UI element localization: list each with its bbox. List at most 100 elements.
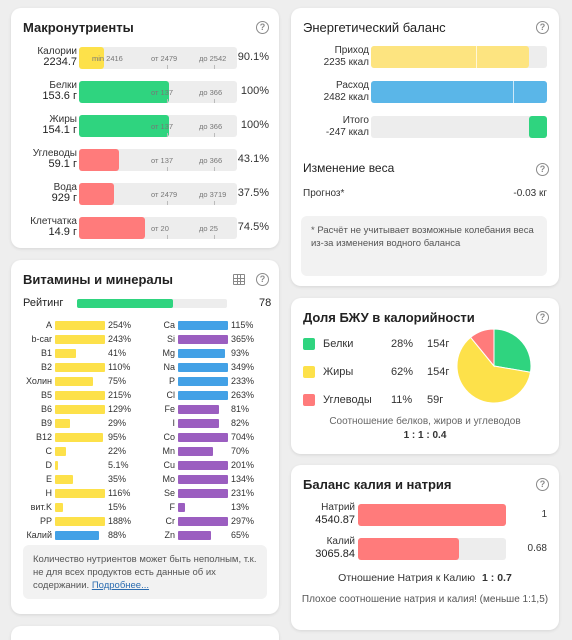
macro-tick bbox=[214, 201, 215, 205]
potassium-ratio: 0.68 bbox=[527, 543, 547, 554]
income-bar-track bbox=[371, 46, 547, 68]
macro-percent: 43.1% bbox=[237, 153, 269, 165]
macronutrients-title: Макронутриенты bbox=[23, 20, 134, 35]
macro-label: Белки 153.6 г bbox=[21, 80, 77, 102]
macro-bar bbox=[79, 183, 114, 205]
bju-ratio-value: 1 : 1 : 0.4 bbox=[403, 430, 447, 441]
macro-percent: 74.5% bbox=[237, 221, 269, 233]
potassium-label-block: Калий 3065.84 bbox=[283, 536, 355, 560]
vitamin-row: A 254% bbox=[11, 320, 279, 331]
vitamin-percent: 233% bbox=[231, 376, 255, 386]
macro-bar-track: от 137 до 366 bbox=[79, 115, 237, 137]
vitamin-percent: 70% bbox=[231, 446, 250, 456]
vitamin-bar bbox=[178, 377, 228, 386]
pie-slice-protein bbox=[493, 328, 532, 373]
help-icon[interactable]: ? bbox=[256, 21, 269, 34]
vitamin-bar bbox=[178, 363, 228, 372]
vitamin-row: Cu 201% bbox=[11, 460, 279, 471]
vitamin-row: PP 188% bbox=[11, 516, 279, 527]
vitamins-note-text: Количество нутриентов может быть неполны… bbox=[33, 554, 257, 591]
macro-hint-to: до 366 bbox=[199, 156, 223, 165]
relation-label: Отношение Натрия к Калию bbox=[338, 572, 476, 584]
macro-amount: 2234.7 bbox=[43, 56, 77, 68]
macro-bar-track: min 2416 от 2479 до 2542 bbox=[79, 47, 237, 69]
vitamin-name: E bbox=[45, 474, 52, 484]
total-value: -247 ккал bbox=[325, 127, 369, 138]
macro-hint-min: min 2416 bbox=[92, 54, 123, 63]
bju-grams: 154г bbox=[427, 338, 450, 350]
macro-tick bbox=[214, 167, 215, 171]
weight-change-title: Изменение веса bbox=[303, 161, 395, 175]
sodium-bar-track bbox=[358, 504, 506, 526]
vitamin-bar bbox=[178, 503, 185, 512]
bju-ratio-text: Соотношение белков, жиров и углеводов bbox=[329, 416, 521, 427]
macro-tick bbox=[167, 99, 168, 103]
expense-bar bbox=[371, 81, 547, 103]
macro-bar bbox=[79, 81, 170, 103]
vitamin-name: Zn bbox=[164, 530, 175, 540]
vitamin-bar bbox=[178, 475, 228, 484]
expense-bar-track bbox=[371, 81, 547, 103]
legend-color-swatch bbox=[303, 366, 315, 378]
help-icon[interactable]: ? bbox=[536, 311, 549, 324]
income-bar-divider bbox=[476, 46, 477, 68]
vitamin-bar bbox=[178, 447, 213, 456]
table-icon[interactable] bbox=[233, 274, 245, 285]
help-icon[interactable]: ? bbox=[536, 478, 549, 491]
help-icon[interactable]: ? bbox=[256, 273, 269, 286]
help-icon[interactable]: ? bbox=[536, 21, 549, 34]
vitamin-percent: 704% bbox=[231, 432, 255, 442]
pie-slice-fat bbox=[456, 336, 532, 404]
vitamin-name: Na bbox=[163, 362, 175, 372]
vitamin-row: Se 231% bbox=[11, 488, 279, 499]
vitamin-name: Mo bbox=[162, 474, 175, 484]
rating-value: 78 bbox=[259, 297, 272, 309]
vitamin-percent: 88% bbox=[108, 530, 127, 540]
vitamin-percent: 263% bbox=[231, 390, 255, 400]
macro-hint-to: до 3719 bbox=[199, 190, 227, 199]
vitamin-name: вит.K bbox=[30, 502, 52, 512]
macro-hint-from: от 2479 bbox=[151, 190, 178, 199]
vitamin-percent: 110% bbox=[108, 362, 131, 372]
macro-name: Жиры bbox=[49, 114, 77, 125]
macro-amount: 929 г bbox=[51, 192, 77, 204]
vitamin-percent: 116% bbox=[108, 488, 131, 498]
vitamin-name: D bbox=[45, 460, 53, 470]
vitamin-row: b-car 243% bbox=[11, 334, 279, 345]
vitamin-name: Cr bbox=[165, 516, 176, 526]
vitamin-bar bbox=[55, 503, 63, 512]
vitamin-percent: 349% bbox=[231, 362, 255, 372]
vitamin-percent: 15% bbox=[108, 502, 127, 512]
vitamin-bar bbox=[178, 517, 228, 526]
vitamin-bar bbox=[55, 335, 105, 344]
more-link[interactable]: Подробнее... bbox=[91, 580, 150, 591]
vitamin-bar bbox=[55, 531, 99, 540]
income-value: 2235 ккал bbox=[323, 57, 369, 68]
macro-name: Белки bbox=[49, 80, 77, 91]
relation-value: 1 : 0.7 bbox=[482, 572, 512, 584]
vitamin-row: B6 129% bbox=[11, 404, 279, 415]
vitamin-percent: 129% bbox=[108, 404, 132, 414]
macro-hint-from: от 137 bbox=[151, 88, 174, 97]
vitamin-row: F 13% bbox=[11, 502, 279, 513]
vitamin-percent: 95% bbox=[108, 432, 127, 442]
vitamin-name: P bbox=[168, 376, 175, 386]
macro-amount: 14.9 г bbox=[48, 226, 77, 238]
vitamin-name: Mn bbox=[162, 446, 175, 456]
macro-row: Вода 929 г от 2479 до 3719 37.5% bbox=[11, 182, 279, 208]
vitamin-name: Холин bbox=[26, 376, 52, 386]
macro-row: Клетчатка 14.9 г от 20 до 25 74.5% bbox=[11, 216, 279, 242]
vitamin-name: Se bbox=[163, 488, 175, 498]
vitamin-name: Fe bbox=[164, 404, 175, 414]
vitamin-row: Na 349% bbox=[11, 362, 279, 373]
vitamin-row: Ca 115% bbox=[11, 320, 279, 331]
help-icon[interactable]: ? bbox=[536, 163, 549, 176]
vitamin-bar bbox=[178, 489, 228, 498]
vitamin-percent: 22% bbox=[108, 446, 127, 456]
vitamin-bar bbox=[178, 391, 228, 400]
vitamin-name: Co bbox=[163, 432, 175, 442]
macro-tick bbox=[167, 235, 168, 239]
bju-percent: 62% bbox=[391, 366, 414, 378]
vitamin-name: Mg bbox=[162, 348, 175, 358]
expense-value: 2482 ккал bbox=[323, 92, 369, 103]
